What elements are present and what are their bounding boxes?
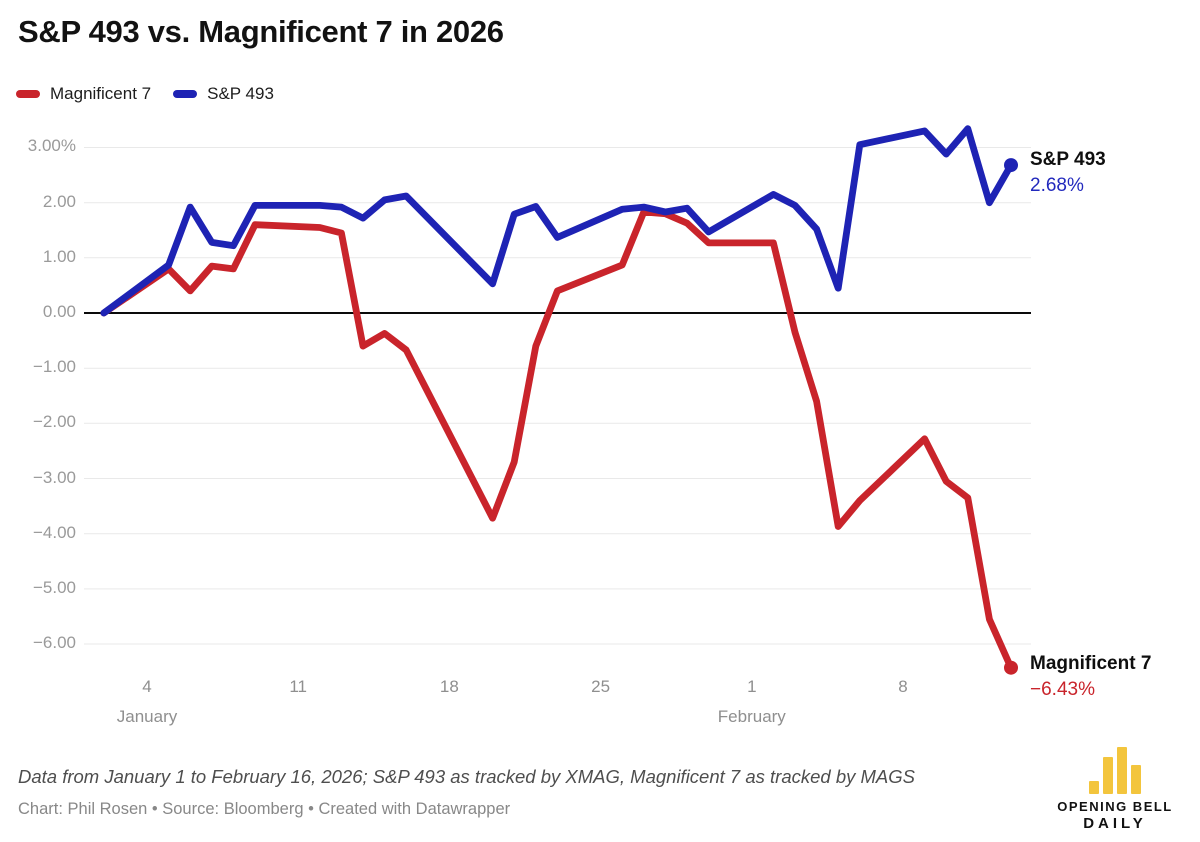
y-axis-tick-label: −3.00	[32, 467, 76, 487]
series-end-dot-magnificent-7	[1004, 660, 1018, 675]
y-axis-tick-label: −4.00	[32, 522, 76, 542]
y-axis-tick-label: −5.00	[32, 577, 76, 597]
legend: Magnificent 7 S&P 493	[16, 84, 274, 104]
y-axis-tick-label: 3.00%	[27, 136, 76, 156]
x-axis-month-label: February	[717, 707, 786, 726]
bar-chart-icon	[1040, 747, 1190, 794]
y-axis-tick-label: −1.00	[32, 357, 76, 377]
x-axis-tick-label: 4	[142, 677, 152, 696]
series-end-label-sp493: S&P 493 2.68%	[1030, 147, 1106, 198]
logo-bar-icon	[1103, 757, 1113, 794]
y-axis-tick-label: 1.00	[42, 246, 76, 266]
x-axis-tick-label: 18	[439, 677, 459, 696]
legend-swatch-sp493-icon	[173, 90, 198, 98]
x-axis-tick-label: 8	[898, 677, 908, 696]
y-axis-tick-label: −6.00	[32, 633, 76, 653]
x-axis-tick-label: 25	[591, 677, 611, 696]
y-axis-tick-label: 2.00	[42, 191, 76, 211]
legend-item-magnificent-7: Magnificent 7	[16, 84, 151, 104]
series-end-dot-s-p-493	[1004, 158, 1018, 173]
series-end-value-sp493: 2.68%	[1030, 174, 1084, 196]
logo-bar-icon	[1117, 747, 1127, 794]
series-line-s-p-493	[100, 125, 1015, 317]
logo-bar-icon	[1131, 765, 1141, 794]
credits-line: Chart: Phil Rosen • Source: Bloomberg • …	[18, 800, 511, 818]
legend-label-magnificent-7: Magnificent 7	[50, 84, 152, 103]
opening-bell-daily-logo: OPENING BELL DAILY	[1040, 747, 1190, 832]
series-end-name-magnificent-7: Magnificent 7	[1030, 653, 1152, 674]
logo-text-line1: OPENING BELL	[1057, 799, 1173, 814]
series-end-label-magnificent-7: Magnificent 7 −6.43%	[1030, 651, 1151, 702]
legend-swatch-magnificent-7-icon	[16, 90, 40, 98]
logo-bar-icon	[1089, 781, 1099, 794]
y-axis-tick-label: 0.00	[42, 302, 76, 321]
chart-title: S&P 493 vs. Magnificent 7 in 2026	[18, 14, 504, 49]
x-axis-tick-label: 1	[747, 677, 757, 696]
x-axis-tick-label: 11	[289, 677, 308, 696]
footnote: Data from January 1 to February 16, 2026…	[18, 766, 915, 787]
legend-label-sp493: S&P 493	[207, 84, 274, 103]
series-line-magnificent-7	[100, 208, 1015, 672]
x-axis-month-label: January	[116, 707, 178, 726]
legend-item-sp493: S&P 493	[173, 84, 274, 104]
series-end-name-sp493: S&P 493	[1030, 149, 1106, 170]
series-end-value-magnificent-7: −6.43%	[1030, 678, 1095, 700]
logo-text-line2: DAILY	[1083, 815, 1147, 832]
y-axis-tick-label: −2.00	[32, 412, 76, 432]
